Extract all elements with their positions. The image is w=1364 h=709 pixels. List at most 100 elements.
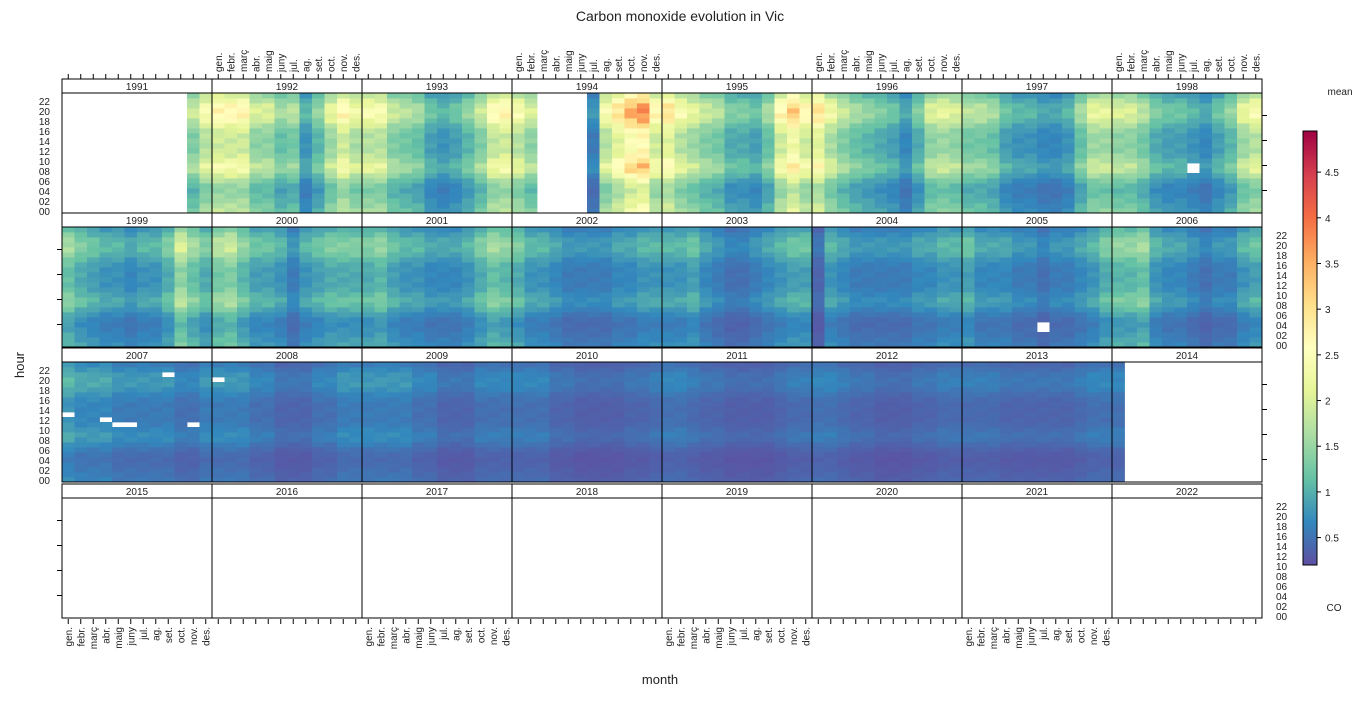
heat-cell xyxy=(1024,337,1038,343)
heat-cell xyxy=(287,242,300,248)
heat-cell xyxy=(62,267,75,273)
heat-cell xyxy=(374,138,388,144)
heat-cell xyxy=(949,163,963,169)
heat-cell xyxy=(374,362,388,368)
heat-cell xyxy=(987,252,1000,258)
heat-cell xyxy=(337,302,350,308)
heat-cell xyxy=(1174,302,1188,308)
heat-cell xyxy=(187,272,200,278)
heat-cell xyxy=(824,123,838,129)
heat-cell xyxy=(1137,297,1150,303)
heat-cell xyxy=(174,227,188,233)
heat-cell xyxy=(812,93,825,99)
heat-cell xyxy=(962,342,975,348)
heat-cell xyxy=(699,302,713,308)
panel-2006: 2006 xyxy=(1111,212,1263,348)
heat-cell xyxy=(774,282,788,288)
heat-cell xyxy=(799,242,813,248)
heat-cell xyxy=(162,417,175,423)
heat-cell xyxy=(199,372,213,378)
heat-cell xyxy=(1074,108,1088,114)
heat-cell xyxy=(399,257,413,263)
heat-cell xyxy=(212,292,225,298)
heat-cell xyxy=(724,158,738,164)
heat-cell xyxy=(274,232,288,238)
heat-cell xyxy=(362,452,375,458)
heat-cell xyxy=(287,128,300,134)
heat-cell xyxy=(824,247,838,253)
heat-cell xyxy=(387,98,400,104)
heat-cell xyxy=(1237,208,1250,214)
heat-cell xyxy=(187,193,200,199)
heat-cell xyxy=(149,277,163,283)
heat-cell xyxy=(437,317,450,323)
heat-cell xyxy=(1212,158,1225,164)
heat-cell xyxy=(887,277,900,283)
heat-cell xyxy=(212,457,225,463)
strip-label-2000: 2000 xyxy=(276,216,299,227)
heat-cell xyxy=(1074,128,1088,134)
heat-cell xyxy=(1162,153,1175,159)
heat-cell xyxy=(899,242,913,248)
heat-cell xyxy=(74,302,88,308)
heat-cell xyxy=(1149,247,1163,253)
heat-cell xyxy=(562,247,575,253)
heat-cell xyxy=(1099,287,1113,293)
heat-cell xyxy=(499,252,513,258)
heat-cell xyxy=(949,322,963,328)
heat-cell xyxy=(462,282,475,288)
heat-cell xyxy=(1149,123,1163,129)
heat-cell xyxy=(487,193,500,199)
heat-cell xyxy=(649,93,663,99)
heat-cell xyxy=(287,198,300,204)
heat-cell xyxy=(462,173,475,179)
heat-cell xyxy=(1199,183,1213,189)
heat-cell xyxy=(1162,203,1175,209)
heat-cell xyxy=(1024,277,1038,283)
heat-cell xyxy=(949,138,963,144)
heat-cell xyxy=(562,327,575,333)
heat-cell xyxy=(699,118,713,124)
heat-cell xyxy=(862,138,875,144)
heat-cell xyxy=(212,437,225,443)
heat-cell xyxy=(1062,163,1075,169)
heat-cell xyxy=(1237,198,1250,204)
heat-cell xyxy=(262,457,275,463)
heat-cell xyxy=(74,422,88,428)
heat-cell xyxy=(637,148,650,154)
heat-cell xyxy=(762,133,775,139)
heat-cell xyxy=(912,188,925,194)
heat-cell xyxy=(587,148,600,154)
heat-cell xyxy=(899,188,913,194)
heat-cell xyxy=(712,123,725,129)
heat-cell xyxy=(624,188,638,194)
heat-cell xyxy=(299,143,313,149)
heat-cell xyxy=(887,93,900,99)
heat-cell xyxy=(1137,118,1150,124)
heat-cell xyxy=(1187,123,1200,129)
heat-cell xyxy=(137,457,150,463)
heat-cell xyxy=(1124,153,1138,159)
panel-1994: 1994 xyxy=(511,78,663,214)
heat-cell xyxy=(187,133,200,139)
heat-cell xyxy=(349,287,363,293)
heat-cell xyxy=(1174,257,1188,263)
heat-cell xyxy=(149,402,163,408)
heat-cell xyxy=(799,128,813,134)
heat-cell xyxy=(612,193,625,199)
heat-cell xyxy=(674,232,688,238)
heat-cell xyxy=(874,307,888,313)
heat-cell xyxy=(387,397,400,403)
heat-cell xyxy=(699,103,713,109)
heat-cell xyxy=(687,143,700,149)
x-axis-title: month xyxy=(642,672,678,687)
heat-cell xyxy=(149,447,163,453)
heat-cell xyxy=(562,332,575,338)
heat-cell xyxy=(1249,247,1263,253)
heat-cell xyxy=(549,312,563,318)
heat-cell xyxy=(499,277,513,283)
heat-cell xyxy=(987,143,1000,149)
heat-cell xyxy=(1049,118,1063,124)
heat-cell xyxy=(287,208,300,214)
heat-cell xyxy=(1099,267,1113,273)
